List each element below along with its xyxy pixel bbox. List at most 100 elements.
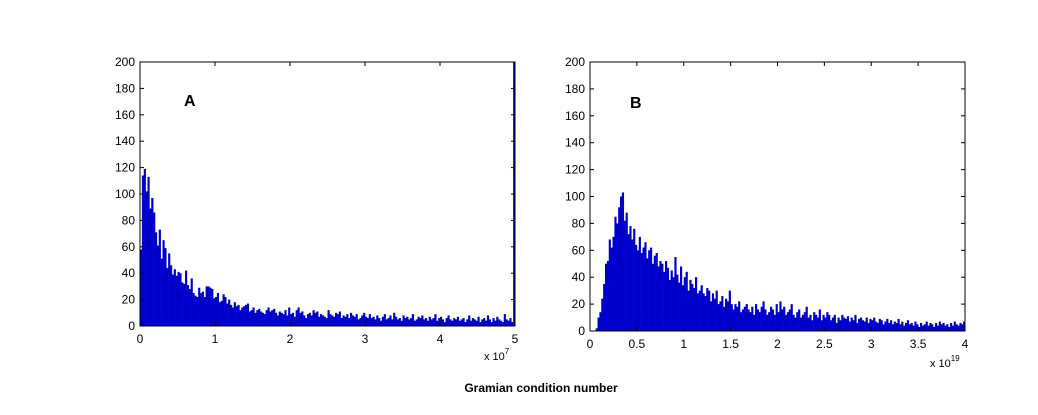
histogram-bar (271, 310, 274, 326)
histogram-bar (310, 315, 313, 326)
histogram-bar (303, 315, 306, 326)
histogram-bar (509, 318, 512, 326)
histogram-bar (338, 311, 341, 326)
histogram-bar (475, 320, 478, 326)
histogram-bar (785, 314, 788, 331)
histogram-bar (815, 314, 818, 331)
histogram-bar (890, 320, 893, 331)
histogram-bar (668, 279, 671, 331)
histogram-bar (946, 324, 949, 331)
histogram-bar (728, 290, 731, 331)
y-tick-label: 100 (565, 190, 585, 204)
histogram-bar (226, 303, 229, 326)
histogram-bar (173, 269, 176, 326)
histogram-bar (743, 306, 746, 331)
x-axis-b: 0 0.5 1 1.5 2 2.5 3 3.5 4 (587, 62, 969, 351)
bars-a (140, 62, 516, 326)
histogram-bar (404, 318, 407, 326)
histogram-bar (220, 300, 223, 326)
histogram-bar (899, 324, 902, 331)
histogram-bar (471, 318, 475, 326)
histogram-bar (861, 320, 865, 331)
histogram-bar (848, 321, 851, 331)
histogram-bar (151, 197, 154, 326)
histogram-bar (762, 301, 765, 331)
histogram-bar (228, 299, 231, 326)
histogram-bar (211, 289, 214, 326)
histogram-bar (912, 325, 915, 331)
histogram-bar (813, 312, 816, 331)
histogram-bar (687, 290, 690, 331)
histogram-bar (194, 295, 197, 326)
histogram-bar (955, 324, 958, 331)
histogram-bar (805, 306, 808, 331)
histogram-bar (608, 239, 611, 331)
histogram-bar (252, 307, 255, 326)
histogram-bar (929, 322, 932, 331)
histogram-bar (483, 318, 486, 326)
histogram-bar (670, 270, 673, 331)
histogram-bar (485, 320, 488, 326)
histogram-bar (771, 309, 775, 331)
histogram-bar (631, 239, 634, 331)
histogram-bar (841, 314, 844, 331)
histogram-bar (856, 322, 859, 331)
histogram-bar (884, 321, 887, 331)
histogram-bar (901, 321, 904, 331)
histogram-bar (796, 312, 799, 331)
histogram-bar (241, 307, 244, 326)
histogram-bar (267, 307, 270, 326)
histogram-bar (308, 312, 311, 326)
histogram-bar (651, 263, 655, 331)
histogram-bar (618, 207, 621, 331)
histogram-bar (764, 309, 767, 331)
x-tick-label: 3 (868, 337, 875, 351)
histogram-bar (428, 316, 431, 326)
histogram-bar (790, 304, 793, 331)
histogram-bar (207, 286, 210, 326)
y-tick-label: 0 (128, 319, 135, 333)
histogram-bar (678, 282, 681, 331)
histogram-bar (891, 324, 895, 331)
histogram-bar (665, 261, 668, 331)
histogram-bar (233, 302, 236, 326)
x-tick-label: 3.5 (910, 337, 927, 351)
x-tick-label: 1.5 (722, 337, 739, 351)
histogram-bar (402, 315, 405, 326)
histogram-bar (629, 226, 632, 331)
histogram-bar (773, 314, 776, 331)
histogram-bar (794, 317, 797, 331)
histogram-bar (950, 322, 953, 331)
histogram-bar (775, 304, 778, 331)
histogram-bar (278, 311, 281, 326)
histogram-bar (282, 314, 285, 326)
histogram-bar (726, 301, 730, 331)
histogram-bar (213, 298, 216, 326)
histogram-bar (254, 312, 257, 326)
histogram-bar (935, 322, 938, 331)
histogram-bar (372, 316, 375, 326)
y-tick-label: 80 (572, 216, 586, 230)
histogram-bar (196, 296, 199, 326)
histogram-bar (263, 314, 266, 326)
histogram-bar (458, 320, 461, 326)
histogram-bar (663, 271, 666, 331)
histogram-bar (318, 316, 321, 326)
histogram-bar (702, 293, 705, 331)
histogram-bar (426, 320, 430, 326)
histogram-bar (168, 253, 171, 326)
histogram-bar (916, 324, 919, 331)
x-tick-label: 0 (137, 332, 144, 346)
bars-b (595, 192, 966, 331)
histogram-bar (156, 245, 160, 326)
histogram-bar (876, 322, 880, 331)
histogram-bar (256, 310, 259, 326)
histogram-bar (747, 309, 750, 331)
histogram-bar (781, 309, 784, 331)
histogram-bar (215, 296, 218, 326)
histogram-bar (237, 304, 240, 326)
histogram-bar (239, 310, 242, 326)
histogram-bar (809, 314, 812, 331)
y-tick-label: 160 (115, 108, 135, 122)
histogram-bar (801, 314, 805, 331)
